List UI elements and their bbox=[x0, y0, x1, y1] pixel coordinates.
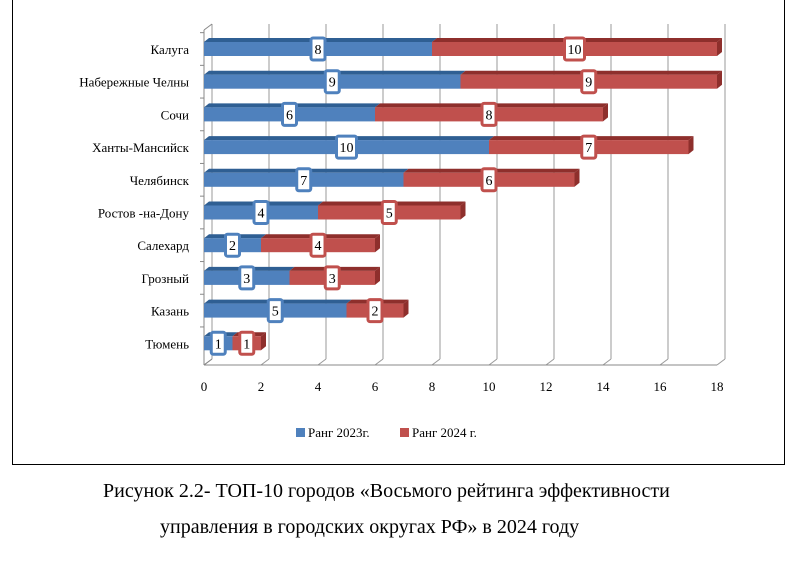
bar-side-face bbox=[688, 136, 694, 155]
axis-depth bbox=[203, 358, 213, 366]
data-label-box bbox=[380, 200, 398, 225]
data-label: 9 bbox=[585, 76, 592, 91]
data-label-box bbox=[480, 101, 498, 127]
x-tick-label: 10 bbox=[483, 379, 496, 394]
data-label-box bbox=[295, 167, 313, 193]
bar-side-face bbox=[574, 168, 580, 187]
data-label-box bbox=[580, 134, 598, 160]
x-tick-label: 8 bbox=[429, 379, 436, 394]
x-tick-label: 0 bbox=[201, 379, 208, 394]
data-label: 2 bbox=[229, 239, 236, 254]
data-label: 10 bbox=[568, 43, 582, 58]
x-tick-label: 18 bbox=[711, 379, 724, 394]
floor-gridline bbox=[374, 358, 384, 366]
x-tick-label: 6 bbox=[372, 379, 379, 394]
data-label-box bbox=[580, 69, 598, 95]
data-label-box bbox=[238, 265, 256, 291]
floor-gridline bbox=[602, 358, 612, 366]
bar-side-face bbox=[375, 234, 380, 253]
floor-gridline bbox=[659, 358, 669, 366]
data-label: 4 bbox=[315, 239, 322, 254]
x-tick-label: 2 bbox=[258, 379, 265, 394]
legend-label: Ранг 2023г. bbox=[308, 425, 370, 440]
data-label-box bbox=[209, 330, 227, 356]
figure-caption-line-2: управления в городских округах РФ» в 202… bbox=[160, 516, 580, 538]
y-category-label: Салехард bbox=[137, 238, 189, 253]
data-label: 4 bbox=[258, 207, 265, 222]
data-label-box bbox=[323, 69, 341, 95]
floor-gridline bbox=[260, 358, 270, 366]
data-label-box bbox=[238, 330, 256, 356]
data-label-box bbox=[366, 298, 384, 324]
bar-side-face bbox=[717, 70, 722, 89]
data-label: 5 bbox=[272, 305, 279, 320]
figure-caption-line-1: Рисунок 2.2- ТОП-10 городов «Восьмого ре… bbox=[103, 480, 670, 502]
y-category-label: Ростов -на-Дону bbox=[98, 206, 190, 221]
data-label: 1 bbox=[243, 337, 250, 352]
legend-swatch bbox=[400, 428, 409, 437]
y-category-label: Ханты-Мансийск bbox=[92, 140, 190, 155]
y-category-label: Сочи bbox=[161, 107, 189, 122]
y-category-label: Тюмень bbox=[145, 336, 189, 351]
data-label: 10 bbox=[340, 141, 354, 156]
data-label: 8 bbox=[315, 43, 322, 58]
data-label: 5 bbox=[386, 207, 393, 222]
bar-side-face bbox=[717, 38, 722, 56]
data-label: 7 bbox=[300, 174, 307, 189]
data-label-box bbox=[309, 36, 327, 62]
data-label-box bbox=[309, 232, 327, 258]
data-label-box bbox=[266, 298, 284, 324]
y-category-label: Казань bbox=[151, 304, 189, 319]
data-label-box bbox=[281, 101, 298, 127]
y-category-label: Калуга bbox=[151, 42, 190, 57]
x-tick-label: 12 bbox=[540, 379, 553, 394]
data-label-box bbox=[252, 200, 270, 225]
data-label: 3 bbox=[329, 272, 336, 287]
floor-gridline bbox=[317, 358, 327, 366]
floor-gridline bbox=[716, 358, 726, 366]
x-tick-label: 14 bbox=[597, 379, 611, 394]
y-category-label: Грозный bbox=[142, 271, 190, 286]
bar-side-face bbox=[403, 299, 409, 318]
bar-side-face bbox=[603, 103, 608, 122]
data-label: 8 bbox=[486, 108, 493, 123]
data-label-box bbox=[224, 232, 241, 258]
x-tick-label: 4 bbox=[315, 379, 322, 394]
data-label: 2 bbox=[372, 305, 379, 320]
data-label-box bbox=[323, 265, 341, 291]
bar-side-face bbox=[460, 201, 466, 220]
chart-frame bbox=[12, 0, 785, 465]
data-label: 6 bbox=[286, 108, 293, 123]
data-label-box bbox=[335, 134, 358, 160]
floor-gridline bbox=[545, 358, 555, 366]
data-label-box bbox=[480, 167, 498, 193]
floor-gridline bbox=[488, 358, 498, 366]
axis-depth bbox=[203, 23, 213, 31]
floor-gridline bbox=[431, 358, 441, 366]
bar-side-face bbox=[261, 332, 266, 351]
x-tick-label: 16 bbox=[654, 379, 668, 394]
data-label: 3 bbox=[243, 272, 250, 287]
data-label-box bbox=[563, 36, 586, 62]
legend-label: Ранг 2024 г. bbox=[412, 425, 477, 440]
legend-swatch bbox=[296, 428, 305, 437]
bar-side-face bbox=[375, 266, 380, 285]
data-label: 9 bbox=[329, 76, 336, 91]
data-label: 6 bbox=[486, 174, 493, 189]
data-label: 1 bbox=[215, 337, 222, 352]
data-label: 7 bbox=[585, 141, 592, 156]
y-category-label: Набережные Челны bbox=[79, 75, 189, 90]
y-category-label: Челябинск bbox=[130, 173, 190, 188]
